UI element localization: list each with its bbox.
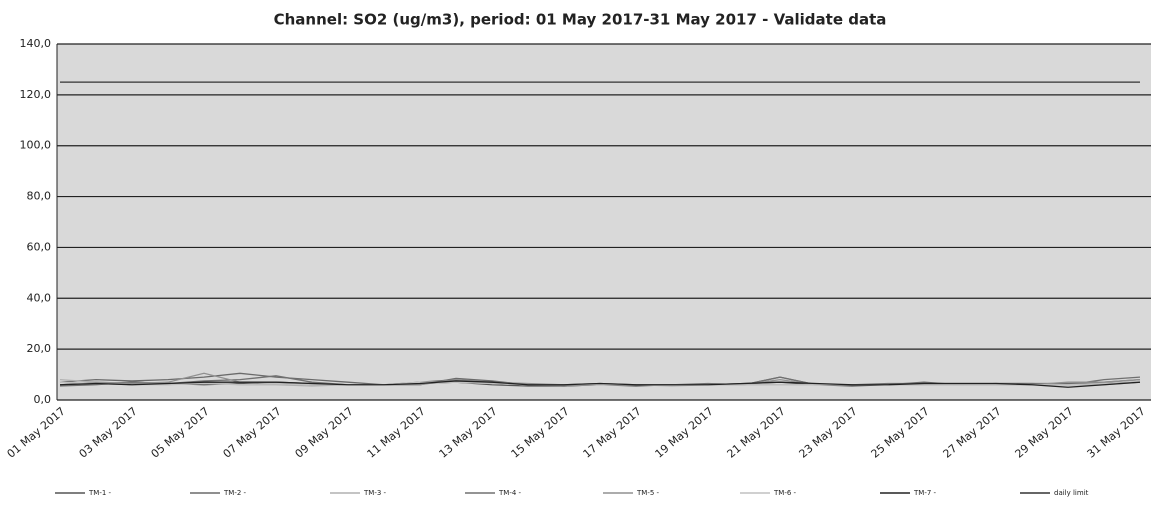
x-tick-label: 27 May 2017 [941, 405, 1004, 461]
legend-label: TM-1 - [88, 489, 112, 497]
x-tick-label: 11 May 2017 [365, 405, 428, 461]
y-tick-label: 140,0 [20, 37, 52, 50]
legend-label: daily limit [1054, 489, 1089, 497]
x-tick-label: 13 May 2017 [437, 405, 500, 461]
x-tick-label: 17 May 2017 [581, 405, 644, 461]
y-tick-label: 40,0 [27, 291, 52, 304]
y-tick-label: 80,0 [27, 190, 52, 203]
x-tick-label: 01 May 2017 [5, 405, 68, 461]
x-tick-label: 07 May 2017 [221, 405, 284, 461]
x-tick-label: 29 May 2017 [1013, 405, 1076, 461]
y-tick-label: 20,0 [27, 342, 52, 355]
legend-label: TM-5 - [636, 489, 660, 497]
y-tick-label: 60,0 [27, 240, 52, 253]
legend-label: TM-7 - [913, 489, 937, 497]
x-tick-label: 05 May 2017 [149, 405, 212, 461]
legend-label: TM-4 - [498, 489, 522, 497]
x-tick-label: 03 May 2017 [77, 405, 140, 461]
x-tick-label: 25 May 2017 [869, 405, 932, 461]
legend-label: TM-3 - [363, 489, 387, 497]
series-line [59, 380, 1141, 388]
y-tick-label: 100,0 [20, 139, 52, 152]
x-tick-label: 23 May 2017 [797, 405, 860, 461]
x-tick-label: 21 May 2017 [725, 405, 788, 461]
x-tick-label: 09 May 2017 [293, 405, 356, 461]
chart-title: Channel: SO2 (ug/m3), period: 01 May 201… [274, 11, 887, 29]
x-tick-label: 15 May 2017 [509, 405, 572, 461]
series-line [59, 381, 1141, 386]
x-tick-label: 31 May 2017 [1085, 405, 1148, 461]
y-tick-label: 0,0 [34, 393, 52, 406]
x-tick-label: 19 May 2017 [653, 405, 716, 461]
plot-area [57, 44, 1151, 400]
legend-label: TM-6 - [773, 489, 797, 497]
legend-label: TM-2 - [223, 489, 247, 497]
y-tick-label: 120,0 [20, 88, 52, 101]
